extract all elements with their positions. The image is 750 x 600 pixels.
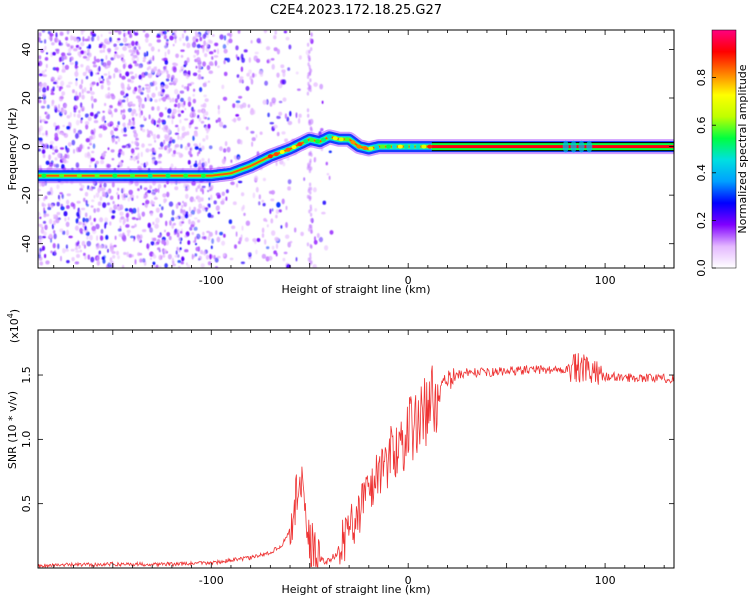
- snr-y-multiplier: (x104): [6, 309, 21, 343]
- spectrogram-xlabel: Height of straight line (km): [281, 283, 430, 296]
- spectrogram-frame: [37, 29, 675, 269]
- colorbar-tick-label: 0.2: [695, 212, 708, 230]
- x-tick-label: 0: [405, 274, 412, 287]
- y-tick-label: 40: [20, 42, 33, 56]
- colorbar-tick-label: 0.4: [695, 164, 708, 182]
- colorbar-gradient: [711, 29, 737, 269]
- spectrogram-ylabel: Frequency (Hz): [6, 108, 19, 191]
- y-tick-label: 1.5: [20, 366, 33, 384]
- colorbar-tick-label: 0.0: [695, 259, 708, 277]
- figure-title: C2E4.2023.172.18.25.G27: [270, 3, 442, 18]
- colorbar-ticks: 0.0 0.2 0.4 0.6 0.8: [695, 69, 716, 277]
- colorbar-tick-label: 0.8: [695, 69, 708, 87]
- snr-series-line: [38, 353, 674, 568]
- x-tick-label: 100: [595, 574, 616, 587]
- y-tick-label: 0.5: [20, 495, 33, 512]
- colorbar: 0.0 0.2 0.4 0.6 0.8 Normalized spectral ampl…: [695, 29, 749, 277]
- snr-ticks: -100 0 100 0.5 1.0 1.5: [20, 330, 674, 587]
- x-tick-label: -100: [199, 574, 224, 587]
- spectrogram-noise: [38, 30, 334, 268]
- snr-ylabel: SNR (10 * v/v): [6, 391, 19, 469]
- snr-xlabel: Height of straight line (km): [281, 583, 430, 596]
- spectrogram-panel: -100 0 100 -40 -20 0 20 40 Height of straight l…: [6, 29, 675, 296]
- y-tick-label: 1.0: [20, 431, 33, 449]
- x-tick-label: -100: [199, 274, 224, 287]
- y-tick-label: 0: [20, 143, 33, 150]
- snr-frame: [37, 329, 675, 569]
- x-tick-label: 100: [595, 274, 616, 287]
- colorbar-label: Normalized spectral amplitude: [736, 64, 749, 233]
- y-tick-label: 20: [20, 91, 33, 105]
- x-tick-label: 0: [405, 574, 412, 587]
- y-tick-label: -20: [20, 186, 33, 204]
- spectrogram-ticks: -100 0 100 -40 -20 0 20 40: [20, 30, 674, 287]
- colorbar-tick-label: 0.6: [695, 116, 708, 134]
- y-tick-label: -40: [20, 235, 33, 253]
- snr-panel: -100 0 100 0.5 1.0 1.5 Height of straight lin…: [6, 309, 675, 596]
- spectrogram-ridge: [38, 129, 674, 184]
